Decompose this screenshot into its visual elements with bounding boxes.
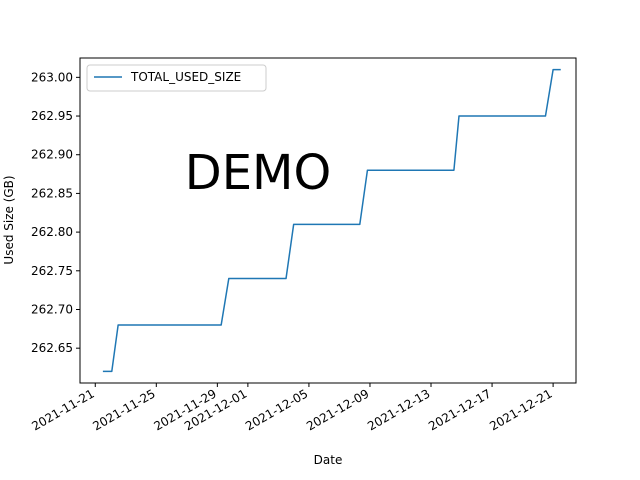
y-tick-label: 262.65 [31,341,73,355]
legend-label-total-used-size: TOTAL_USED_SIZE [130,70,241,84]
y-tick-label: 262.95 [31,109,73,123]
legend-box [86,64,267,92]
y-tick-label: 262.75 [31,264,73,278]
x-axis-label: Date [314,453,343,467]
y-tick-label: 262.85 [31,186,73,200]
y-axis-label: Used Size (GB) [2,175,16,264]
watermark-text: DEMO [185,145,331,201]
y-tick-label: 263.00 [31,70,73,84]
y-tick-label: 262.80 [31,225,73,239]
y-tick-label: 262.70 [31,302,73,316]
axes-frame [79,57,577,384]
series-layer [102,68,561,373]
y-tick-label: 262.90 [31,148,73,162]
y-axis: 262.65 262.70 262.75 262.80 262.85 262.90 262.… [31,70,80,355]
series-line-0 [102,68,561,373]
legend: TOTAL_USED_SIZE [86,64,267,92]
plot-area [80,58,576,383]
axes-background [80,58,576,383]
